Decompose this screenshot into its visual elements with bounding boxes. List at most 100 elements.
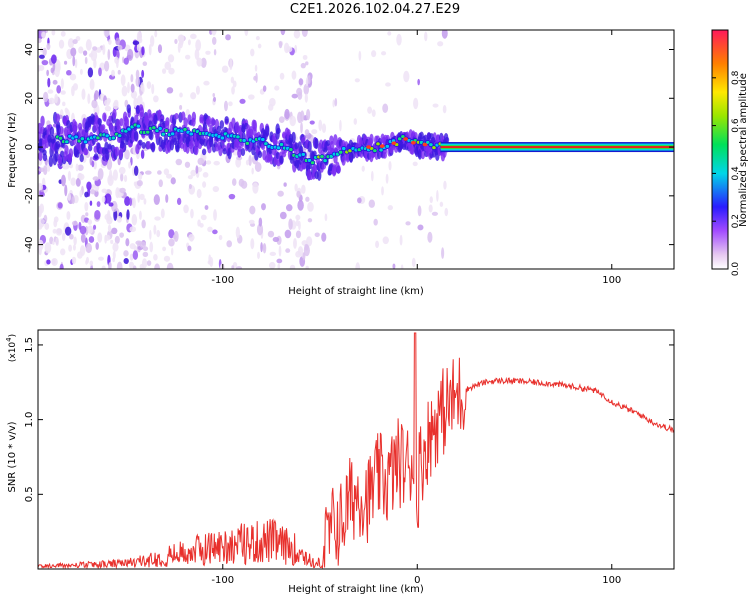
heatmap-speckle xyxy=(304,243,309,251)
heatmap-speckle xyxy=(277,190,284,197)
heatmap-speckle xyxy=(70,47,77,57)
heatmap-speckle xyxy=(85,39,92,51)
heatmap-core xyxy=(432,146,436,150)
heatmap-halo xyxy=(165,120,170,131)
heatmap-speckle xyxy=(262,243,266,251)
heatmap-speckle xyxy=(207,226,213,233)
heatmap-halo xyxy=(307,140,312,153)
heatmap-speckle xyxy=(441,30,448,39)
heatmap-speckle xyxy=(417,205,422,217)
heatmap-core xyxy=(429,143,433,147)
heatmap-speckle xyxy=(47,89,54,94)
heatmap-speckle xyxy=(200,214,207,221)
heatmap-speckle xyxy=(153,224,157,235)
heatmap-speckle xyxy=(261,203,266,211)
heatmap-speckle xyxy=(107,224,112,233)
heatmap-speckle xyxy=(89,78,95,91)
heatmap-speckle xyxy=(307,218,313,223)
heatmap-speckle xyxy=(124,196,131,207)
heatmap-speckle xyxy=(153,254,158,261)
heatmap-speckle xyxy=(168,67,175,75)
heatmap-halo xyxy=(64,144,69,155)
heatmap-speckle xyxy=(41,31,46,38)
heatmap-core xyxy=(373,149,377,153)
heatmap-speckle xyxy=(250,238,255,250)
heatmap-speckle xyxy=(194,48,200,61)
heatmap-speckle xyxy=(111,69,115,77)
heatmap-speckle xyxy=(55,237,60,247)
heatmap-speckle xyxy=(431,211,439,216)
heatmap-speckle xyxy=(48,97,55,105)
heatmap-speckle xyxy=(43,214,48,223)
heatmap-speckle xyxy=(305,196,310,202)
heatmap-speckle xyxy=(212,185,220,193)
heatmap-speckle xyxy=(262,85,267,92)
heatmap-speckle xyxy=(203,80,210,86)
heatmap-speckle xyxy=(38,54,45,59)
heatmap-halo xyxy=(47,134,52,143)
heatmap-speckle xyxy=(196,57,203,67)
heatmap-speckle xyxy=(70,177,77,186)
heatmap-speckle xyxy=(46,259,51,265)
heatmap-speckle xyxy=(289,264,296,269)
heatmap-speckle xyxy=(55,227,63,236)
heatmap-speckle xyxy=(305,265,309,269)
heatmap-speckle xyxy=(113,99,119,106)
heatmap-speckle xyxy=(228,101,233,107)
heatmap-speckle xyxy=(132,40,140,45)
snr-xtick-label: 0 xyxy=(414,575,420,586)
heatmap-hotspot xyxy=(379,144,385,148)
heatmap-speckle xyxy=(249,205,256,215)
heatmap-speckle xyxy=(148,43,152,56)
heatmap-halo xyxy=(48,155,54,167)
heatmap-speckle xyxy=(228,193,236,200)
heatmap-halo xyxy=(56,124,61,136)
heatmap-speckle xyxy=(295,214,301,221)
heatmap-speckle xyxy=(43,91,49,103)
heatmap-speckle xyxy=(120,74,126,86)
heatmap-halo xyxy=(382,151,387,159)
heatmap-speckle xyxy=(128,261,135,269)
heatmap-speckle xyxy=(132,197,136,209)
heatmap-speckle xyxy=(52,228,57,234)
heatmap-core xyxy=(155,129,159,133)
heatmap-speckle xyxy=(135,240,142,246)
heatmap-speckle xyxy=(168,229,175,239)
heatmap-core xyxy=(164,129,169,133)
heatmap-speckle xyxy=(385,173,389,184)
heatmap-speckle xyxy=(385,82,391,87)
heatmap-halo xyxy=(206,115,212,128)
heatmap-speckle xyxy=(67,38,75,49)
heatmap-speckle xyxy=(112,257,115,263)
heatmap-speckle xyxy=(141,219,146,229)
heatmap-speckle xyxy=(131,214,138,226)
heatmap-speckle xyxy=(168,238,175,247)
heatmap-speckle xyxy=(84,201,89,212)
heatmap-speckle xyxy=(123,57,129,65)
heatmap-halo xyxy=(93,153,99,160)
heatmap-speckle xyxy=(153,194,160,206)
heatmap-speckle xyxy=(120,172,124,182)
heatmap-speckle xyxy=(170,247,174,256)
heatmap-halo xyxy=(102,112,107,122)
heatmap-speckle xyxy=(133,97,138,109)
heatmap-speckle xyxy=(119,187,126,194)
heatmap-speckle xyxy=(60,31,66,37)
heatmap-speckle xyxy=(149,35,155,47)
heatmap-speckle xyxy=(142,251,149,257)
heatmap-halo xyxy=(199,138,204,145)
heatmap-speckle xyxy=(248,219,255,225)
heatmap-speckle xyxy=(244,30,249,36)
heatmap-speckle xyxy=(358,50,362,61)
heatmap-speckle xyxy=(381,51,387,56)
heatmap-speckle xyxy=(138,173,143,181)
heatmap-speckle xyxy=(206,160,212,165)
heatmap-speckle xyxy=(302,54,308,60)
heatmap-speckle xyxy=(58,39,65,49)
heatmap-speckle xyxy=(149,241,154,253)
heatmap-speckle xyxy=(38,38,42,44)
heatmap-core xyxy=(307,158,312,163)
heatmap-speckle xyxy=(314,232,320,238)
heatmap-speckle xyxy=(170,177,176,185)
heatmap-speckle xyxy=(188,183,192,190)
